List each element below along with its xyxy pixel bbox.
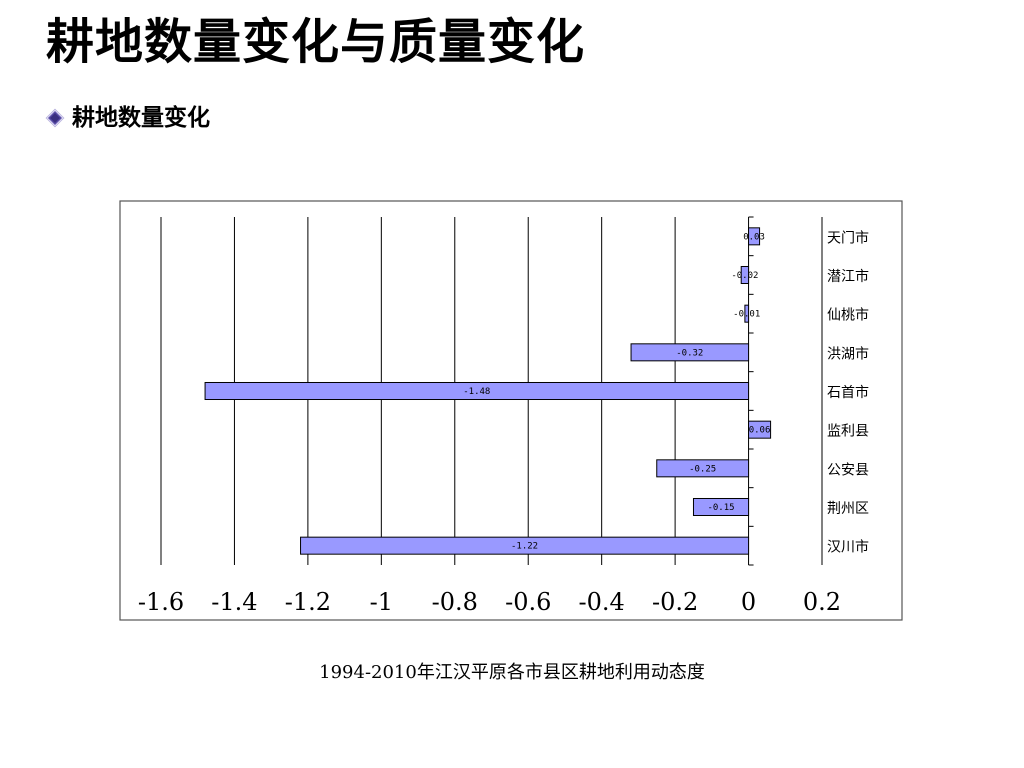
bar bbox=[744, 304, 750, 323]
slide-title: 耕地数量变化与质量变化 bbox=[46, 14, 586, 70]
data-label: -1.22 bbox=[511, 542, 538, 552]
chart-frame bbox=[119, 200, 903, 621]
category-label: 洪湖市 bbox=[827, 345, 869, 362]
category-label: 仙桃市 bbox=[827, 307, 869, 324]
x-tick-label: -0.4 bbox=[579, 588, 625, 616]
bullet-text: 耕地数量变化 bbox=[72, 105, 210, 131]
x-tick-label: 0.2 bbox=[803, 588, 841, 616]
data-label: -0.02 bbox=[731, 271, 758, 281]
bar bbox=[204, 381, 750, 401]
data-label: -0.25 bbox=[689, 464, 716, 474]
bar bbox=[748, 227, 761, 246]
x-tick-label: -0.6 bbox=[505, 588, 551, 616]
bar bbox=[748, 420, 772, 439]
category-label: 石首市 bbox=[827, 384, 869, 401]
diamond-bullet-icon bbox=[44, 107, 66, 129]
bar bbox=[656, 459, 750, 478]
data-label: 0.06 bbox=[749, 426, 771, 436]
data-label: -0.32 bbox=[676, 348, 703, 358]
x-tick-label: -1 bbox=[370, 588, 393, 616]
category-label: 监利县 bbox=[827, 424, 869, 440]
x-tick-label: -0.2 bbox=[652, 588, 698, 616]
x-tick-label: -1.2 bbox=[285, 588, 331, 616]
data-label: -0.01 bbox=[733, 310, 760, 320]
category-label: 潜江市 bbox=[827, 268, 869, 285]
bar bbox=[740, 265, 750, 285]
category-label: 天门市 bbox=[827, 229, 869, 246]
x-tick-label: -0.8 bbox=[432, 588, 478, 616]
x-tick-label: -1.6 bbox=[138, 588, 184, 616]
data-label: -0.15 bbox=[707, 503, 734, 513]
data-label: 0.03 bbox=[743, 232, 765, 242]
bar bbox=[300, 536, 750, 555]
category-label: 公安县 bbox=[827, 462, 869, 478]
data-label: -1.48 bbox=[463, 387, 490, 397]
chart-caption: 1994-2010年江汉平原各市县区耕地利用动态度 bbox=[319, 662, 705, 683]
bar bbox=[630, 343, 750, 362]
category-label: 荆州区 bbox=[827, 501, 869, 517]
bar bbox=[692, 497, 750, 517]
x-tick-label: -1.4 bbox=[211, 588, 257, 616]
category-label: 汉川市 bbox=[827, 539, 869, 556]
bullet-item: 耕地数量变化 bbox=[44, 100, 210, 136]
x-tick-label: 0 bbox=[741, 588, 756, 616]
